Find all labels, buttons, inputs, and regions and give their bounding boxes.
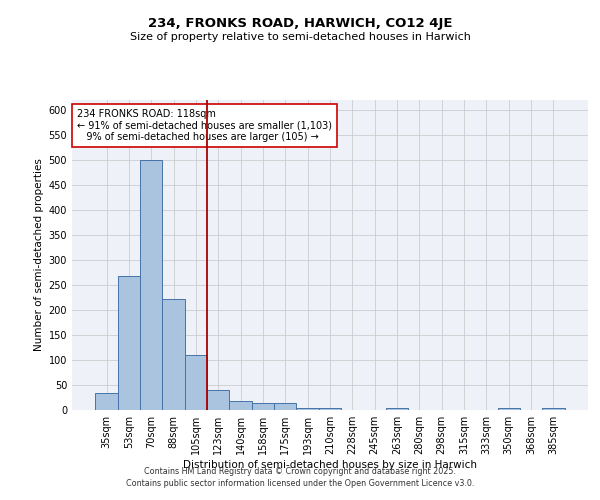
Y-axis label: Number of semi-detached properties: Number of semi-detached properties [34, 158, 44, 352]
Bar [542, 408, 565, 410]
Text: 234 FRONKS ROAD: 118sqm
← 91% of semi-detached houses are smaller (1,103)
   9% : 234 FRONKS ROAD: 118sqm ← 91% of semi-de… [77, 110, 332, 142]
X-axis label: Distribution of semi-detached houses by size in Harwich: Distribution of semi-detached houses by … [183, 460, 477, 470]
Bar [163, 299, 185, 410]
Text: Contains public sector information licensed under the Open Government Licence v3: Contains public sector information licen… [126, 479, 474, 488]
Bar [95, 392, 118, 410]
Bar [252, 402, 274, 410]
Bar [386, 408, 408, 410]
Bar [185, 355, 207, 410]
Bar [140, 160, 163, 410]
Text: Size of property relative to semi-detached houses in Harwich: Size of property relative to semi-detach… [130, 32, 470, 42]
Bar [207, 390, 229, 410]
Bar [497, 408, 520, 410]
Bar [118, 276, 140, 410]
Text: 234, FRONKS ROAD, HARWICH, CO12 4JE: 234, FRONKS ROAD, HARWICH, CO12 4JE [148, 18, 452, 30]
Bar [274, 402, 296, 410]
Bar [229, 401, 252, 410]
Text: Contains HM Land Registry data © Crown copyright and database right 2025.: Contains HM Land Registry data © Crown c… [144, 468, 456, 476]
Bar [319, 408, 341, 410]
Bar [296, 408, 319, 410]
